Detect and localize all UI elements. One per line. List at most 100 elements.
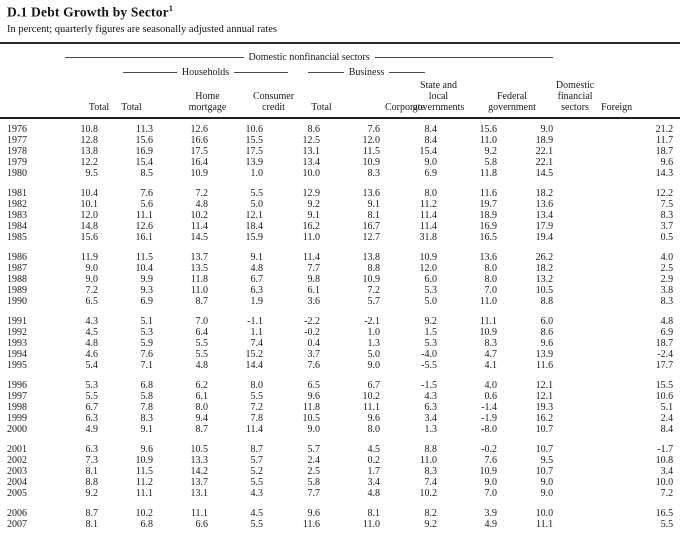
spacer-cell — [437, 63, 497, 78]
value-cell: 7.2 — [660, 487, 674, 499]
table-row: 1984 14.8 12.6 11.4 18.4 16.2 16.7 11.4 16.9 17.9… — [0, 221, 680, 232]
table-row: 1993 4.8 5.9 5.5 7.4 0.4 1.3 5.3 8.3 9.6 18.7 — [0, 338, 680, 349]
table-row: 2001 6.3 9.6 10.5 8.7 5.7 4.5 8.8 -0.2 10.7 -1.7 — [0, 435, 680, 455]
value-cell: 6.8 — [140, 518, 154, 530]
value-cell: 7.6 — [140, 348, 154, 360]
value-cell: 6.5 — [307, 379, 321, 391]
table-row: 1990 6.5 6.9 8.7 1.9 3.6 5.7 5.0 11.0 8.8 8.3 — [0, 296, 680, 307]
value-cell: 8.0 — [195, 401, 209, 413]
value-cell: 7.6 — [484, 454, 498, 466]
year-cell: 2005 — [7, 487, 27, 499]
value-cell: 11.4 — [190, 220, 208, 232]
value-cell: 5.3 — [424, 337, 438, 349]
value-cell: 18.9 — [535, 134, 554, 146]
value-cell: 7.1 — [140, 359, 154, 371]
year-cell: 1976 — [7, 123, 27, 135]
value-cell: 4.8 — [195, 198, 209, 210]
value-cell: 14.5 — [535, 167, 554, 179]
value-cell: 11.4 — [419, 209, 437, 221]
value-cell: 7.0 — [195, 315, 209, 327]
value-cell: 8.3 — [484, 337, 498, 349]
value-cell: 15.6 — [80, 231, 99, 243]
value-cell: 10.0 — [302, 167, 321, 179]
table-row: 1979 12.2 15.4 16.4 13.9 13.4 10.9 9.0 5.8 22.1 9.… — [0, 157, 680, 168]
table-row: 2007 8.1 6.8 6.6 5.5 11.6 11.0 9.2 4.9 11.1 5.5 — [0, 519, 680, 530]
column-header-row: Total Total Home mortgage Consumer credi… — [0, 77, 680, 119]
spanner-row-subgroups: Households Business — [0, 63, 680, 78]
value-cell: 8.4 — [424, 134, 438, 146]
value-cell: 15.6 — [479, 123, 498, 135]
value-cell: 11.0 — [479, 295, 497, 307]
value-cell: 19.4 — [535, 231, 554, 243]
value-cell: 6.7 — [367, 379, 381, 391]
year-cell: 1998 — [7, 401, 27, 413]
year-cell: 1978 — [7, 145, 27, 157]
table-row: 1986 11.9 11.5 13.7 9.1 11.4 13.8 10.9 13.6 26.2 4… — [0, 243, 680, 263]
value-cell: -1.5 — [421, 379, 437, 391]
value-cell: 9.0 — [424, 156, 438, 168]
value-cell: 4.1 — [484, 359, 498, 371]
value-cell: 1.0 — [367, 326, 381, 338]
value-cell: 11.6 — [302, 518, 320, 530]
value-cell: 10.9 — [362, 273, 381, 285]
value-cell: 7.6 — [140, 187, 154, 199]
value-cell: -1.4 — [481, 401, 497, 413]
spanner-households-label: Households — [181, 66, 230, 78]
value-cell: -2.2 — [304, 315, 320, 327]
value-cell: 8.5 — [140, 167, 154, 179]
value-cell: 31.8 — [419, 231, 438, 243]
value-cell: 13.8 — [362, 251, 381, 263]
value-cell: 6.3 — [250, 284, 264, 296]
table-row: 1989 7.2 9.3 11.0 6.3 6.1 7.2 5.3 7.0 10.5 3.8 — [0, 285, 680, 296]
value-cell: 11.6 — [535, 359, 554, 371]
value-cell: 12.9 — [302, 187, 321, 199]
year-cell: 1989 — [7, 284, 27, 296]
value-cell: 4.8 — [250, 262, 264, 274]
value-cell: 10.2 — [362, 390, 381, 402]
value-cell: 6.8 — [140, 379, 154, 391]
value-cell: 1.1 — [250, 326, 264, 338]
value-cell: 8.0 — [424, 187, 438, 199]
year-cell: 1996 — [7, 379, 27, 391]
value-cell: 6.3 — [85, 412, 99, 424]
value-cell: 1.9 — [250, 295, 264, 307]
value-cell: 6.6 — [195, 518, 209, 530]
value-cell: 4.9 — [484, 518, 498, 530]
value-cell: -5.5 — [421, 359, 437, 371]
value-cell: 12.0 — [362, 134, 381, 146]
value-cell: 9.6 — [140, 443, 154, 455]
value-cell: 4.5 — [250, 507, 264, 519]
value-cell: 7.8 — [250, 412, 264, 424]
value-cell: 17.5 — [190, 145, 209, 157]
value-cell: -1.1 — [247, 315, 263, 327]
value-cell: 13.5 — [190, 262, 209, 274]
spanner-business: Business — [263, 63, 425, 78]
value-cell: 5.1 — [660, 401, 674, 413]
value-cell: 12.0 — [80, 209, 99, 221]
spanner-line-left — [65, 56, 244, 58]
value-cell: 5.5 — [195, 337, 209, 349]
column-header-foreign: Foreign — [553, 77, 680, 119]
value-cell: 16.9 — [479, 220, 498, 232]
value-cell: 7.6 — [367, 123, 381, 135]
value-cell: 13.4 — [302, 156, 321, 168]
value-cell: 8.0 — [484, 262, 498, 274]
value-cell: 8.1 — [85, 518, 99, 530]
value-cell: 11.0 — [362, 518, 380, 530]
value-cell: 10.0 — [655, 476, 674, 488]
spanner-domestic-label: Domestic nonfinancial sectors — [248, 51, 370, 63]
value-cell: 2.5 — [307, 465, 321, 477]
spanner-business-label: Business — [348, 66, 385, 78]
value-cell: 3.4 — [424, 412, 438, 424]
value-cell: 11.0 — [190, 284, 208, 296]
value-cell: 9.0 — [85, 273, 99, 285]
value-cell: 8.8 — [424, 443, 438, 455]
value-cell: 3.8 — [660, 284, 674, 296]
value-cell: 12.1 — [535, 390, 554, 402]
spanner-line-right — [389, 71, 425, 73]
value-cell: 7.4 — [424, 476, 438, 488]
value-cell: 2.4 — [660, 412, 674, 424]
value-cell: 11.0 — [479, 134, 497, 146]
table-row: 1995 5.4 7.1 4.8 14.4 7.6 9.0 -5.5 4.1 11.6 17.7 — [0, 360, 680, 371]
value-cell: -2.4 — [657, 348, 674, 360]
